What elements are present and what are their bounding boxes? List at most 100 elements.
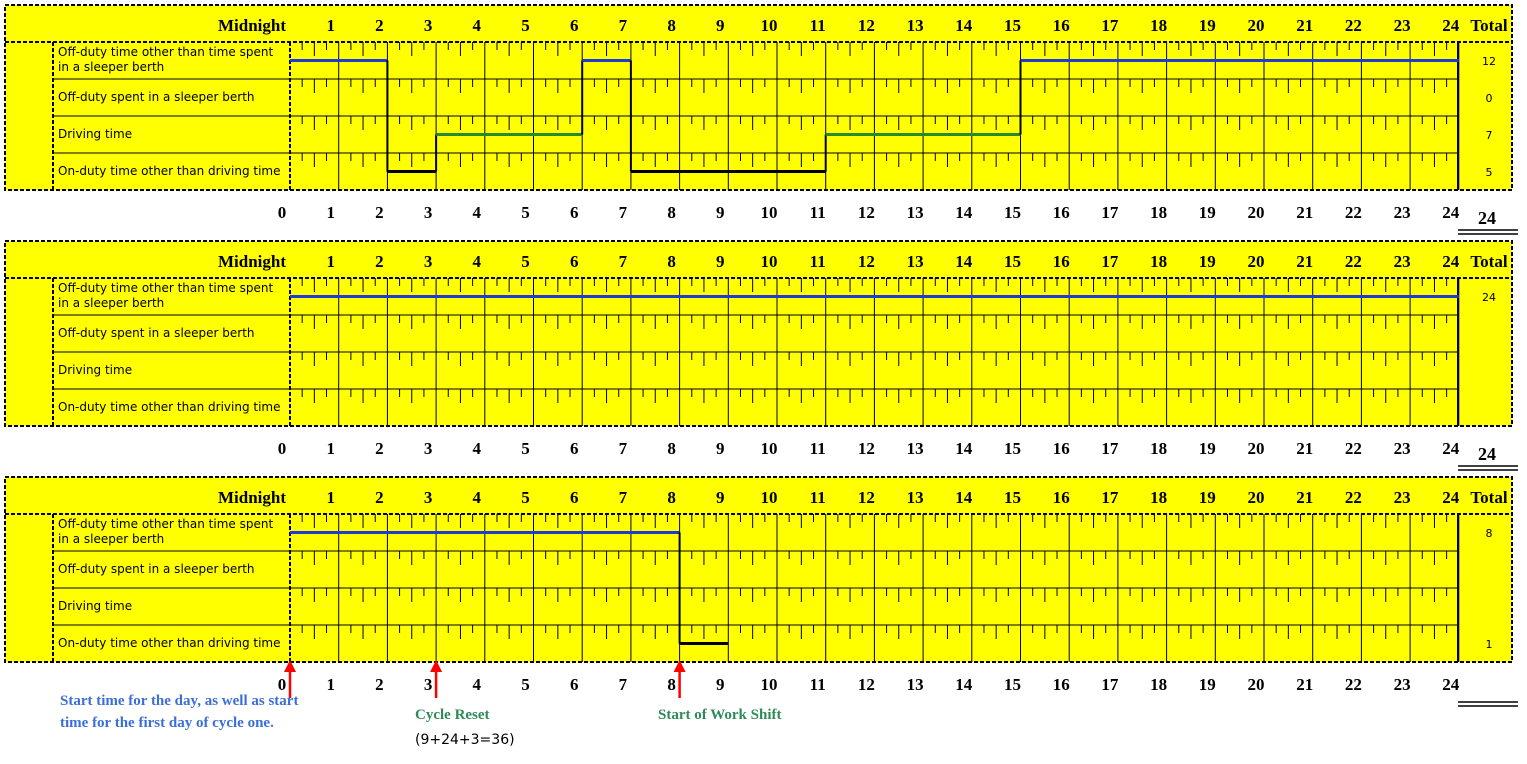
row-total: 5 <box>1486 166 1493 179</box>
log-panel-2: Midnight 1 2 3 4 5 6 7 8 9 10 11 12 13 14 15 16 17 18 19 20 2… <box>4 240 1518 471</box>
header-hour-label: 6 <box>570 488 579 507</box>
axis-tick-label: 10 <box>761 439 778 458</box>
header-hour-label: 5 <box>521 16 530 35</box>
panel-background <box>4 476 1513 663</box>
header-hour-label: 21 <box>1296 488 1313 507</box>
header-hour-label: 1 <box>326 252 335 271</box>
axis-tick-label: 11 <box>810 439 826 458</box>
grand-total: 24 <box>1478 208 1496 228</box>
axis-tick-label: 6 <box>570 203 579 222</box>
header-hour-label: 8 <box>667 488 676 507</box>
axis-tick-label: 2 <box>375 203 384 222</box>
row-label: Driving time <box>58 127 132 141</box>
header-hour-label: 4 <box>473 488 482 507</box>
header-hour-label: 10 <box>761 252 778 271</box>
axis-tick-label: 8 <box>667 203 676 222</box>
header-hour-label: 17 <box>1101 488 1119 507</box>
axis-tick-label: 9 <box>716 675 725 694</box>
header-hour-label: 15 <box>1004 252 1021 271</box>
axis-tick-label: 22 <box>1345 439 1362 458</box>
axis-tick-label: 13 <box>907 675 924 694</box>
axis-tick-label: 16 <box>1053 439 1070 458</box>
header-hour-label: 12 <box>858 252 875 271</box>
midnight-label: Midnight <box>218 252 286 271</box>
header-hour-label: 7 <box>619 488 628 507</box>
header-hour-label: 9 <box>716 252 725 271</box>
row-label: On-duty time other than driving time <box>58 164 281 178</box>
header-hour-label: 3 <box>424 252 433 271</box>
axis-tick-label: 11 <box>810 203 826 222</box>
header-hour-label: 4 <box>473 16 482 35</box>
header-hour-label: 10 <box>761 16 778 35</box>
row-total: 12 <box>1482 55 1496 68</box>
header-hour-label: 6 <box>570 16 579 35</box>
header-hour-label: 3 <box>424 16 433 35</box>
row-label: Off-duty spent in a sleeper berth <box>58 326 255 340</box>
header-hour-label: 17 <box>1101 16 1119 35</box>
header-hour-label: 21 <box>1296 16 1313 35</box>
header-hour-label: 24 <box>1442 16 1460 35</box>
axis-tick-label: 12 <box>858 675 875 694</box>
annotation-subtext: (9+24+3=36) <box>415 732 515 748</box>
header-hour-label: 9 <box>716 16 725 35</box>
header-hour-label: 18 <box>1150 16 1167 35</box>
axis-tick-label: 17 <box>1101 439 1119 458</box>
axis-tick-label: 7 <box>619 203 628 222</box>
header-hour-label: 4 <box>473 252 482 271</box>
row-label: Off-duty spent in a sleeper berth <box>58 90 255 104</box>
header-hour-label: 5 <box>521 488 530 507</box>
axis-tick-label: 21 <box>1296 675 1313 694</box>
axis-tick-label: 3 <box>424 203 433 222</box>
arrow-up-icon <box>284 660 296 672</box>
header-hour-label: 3 <box>424 488 433 507</box>
header-hour-label: 20 <box>1248 488 1265 507</box>
axis-tick-label: 6 <box>570 439 579 458</box>
header-hour-label: 18 <box>1150 252 1167 271</box>
row-label: in a sleeper berth <box>58 296 164 310</box>
header-hour-label: 16 <box>1053 252 1070 271</box>
row-label: Off-duty time other than time spent <box>58 517 273 531</box>
axis-tick-label: 15 <box>1004 203 1021 222</box>
axis-tick-label: 22 <box>1345 675 1362 694</box>
panel-background <box>4 4 1513 191</box>
axis-tick-label: 11 <box>810 675 826 694</box>
header-hour-label: 5 <box>521 252 530 271</box>
annotation-text: Start of Work Shift <box>658 707 781 723</box>
axis-tick-label: 3 <box>424 675 433 694</box>
axis-tick-label: 15 <box>1004 675 1021 694</box>
axis-tick-label: 0 <box>278 675 287 694</box>
axis-tick-label: 5 <box>521 439 530 458</box>
axis-tick-label: 9 <box>716 439 725 458</box>
row-label: Off-duty time other than time spent <box>58 45 273 59</box>
header-hour-label: 23 <box>1394 488 1411 507</box>
header-hour-label: 9 <box>716 488 725 507</box>
log-panel-3: Midnight 1 2 3 4 5 6 7 8 9 10 11 12 13 14 15 16 17 18 19 20 2… <box>4 476 1518 707</box>
grand-total: 24 <box>1478 444 1496 464</box>
header-hour-label: 20 <box>1248 16 1265 35</box>
axis-tick-label: 20 <box>1248 439 1265 458</box>
row-label: On-duty time other than driving time <box>58 636 281 650</box>
axis-tick-label: 18 <box>1150 439 1167 458</box>
header-hour-label: 7 <box>619 16 628 35</box>
annotation-text: Start time for the day, as well as start <box>60 693 298 709</box>
annotation-text: time for the first day of cycle one. <box>60 715 274 731</box>
header-hour-label: 23 <box>1394 16 1411 35</box>
header-hour-label: 13 <box>907 488 924 507</box>
axis-tick-label: 5 <box>521 675 530 694</box>
axis-tick-label: 4 <box>473 439 482 458</box>
total-label: Total <box>1470 488 1507 507</box>
axis-tick-label: 2 <box>375 439 384 458</box>
axis-tick-label: 4 <box>473 675 482 694</box>
row-total: 8 <box>1486 527 1493 540</box>
row-label: Driving time <box>58 599 132 613</box>
axis-tick-label: 17 <box>1101 675 1119 694</box>
axis-tick-label: 17 <box>1101 203 1119 222</box>
row-total: 0 <box>1486 92 1493 105</box>
row-label: in a sleeper berth <box>58 532 164 546</box>
axis-tick-label: 5 <box>521 203 530 222</box>
axis-tick-label: 14 <box>955 675 973 694</box>
axis-tick-label: 16 <box>1053 203 1070 222</box>
axis-tick-label: 8 <box>667 675 676 694</box>
panel-background <box>4 240 1513 427</box>
axis-tick-label: 19 <box>1199 675 1216 694</box>
